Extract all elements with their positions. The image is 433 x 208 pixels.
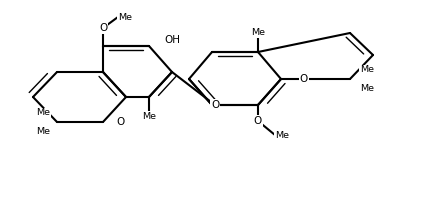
Text: O: O: [254, 116, 262, 126]
Text: Me: Me: [360, 83, 374, 93]
Text: O: O: [300, 74, 308, 84]
Text: O: O: [211, 100, 219, 110]
Text: Me: Me: [142, 112, 156, 121]
Text: O: O: [99, 23, 107, 33]
Text: O: O: [116, 117, 124, 127]
Text: Me: Me: [118, 12, 132, 21]
Text: OH: OH: [164, 35, 180, 45]
Text: Me: Me: [275, 130, 289, 140]
Text: Me: Me: [36, 126, 50, 135]
Text: Me: Me: [36, 109, 50, 118]
Text: Me: Me: [251, 28, 265, 37]
Text: Me: Me: [360, 66, 374, 74]
